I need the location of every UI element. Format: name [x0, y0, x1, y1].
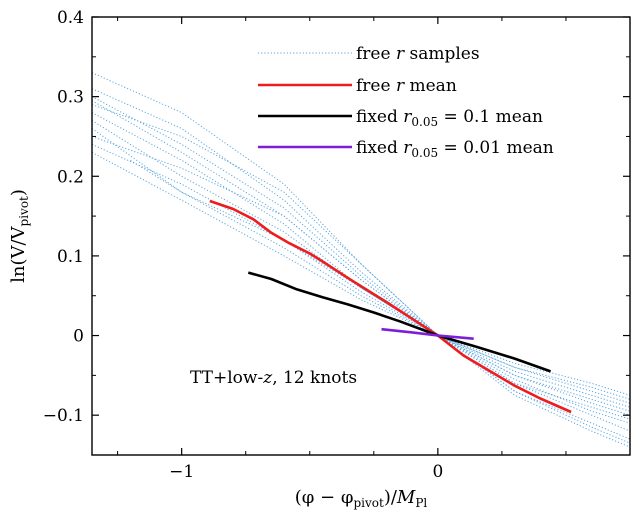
legend-label-3: fixed r0.05 = 0.1 mean: [356, 107, 543, 129]
legend-label-4: fixed r0.05 = 0.01 mean: [356, 138, 554, 160]
x-axis-label: (φ − φpivot)/MPl: [295, 487, 428, 510]
sample-line-5: [92, 112, 630, 416]
annotation: TT+low-z, 12 knots: [190, 368, 357, 388]
y-tick-label: 0.4: [57, 8, 84, 28]
legend: free r samples free r mean fixed r0.05 = 0…: [258, 44, 554, 160]
sample-line-10: [92, 151, 630, 396]
x-tick-label: 0: [432, 462, 443, 482]
series-line-1: [209, 199, 572, 414]
sample-line-12: [92, 100, 630, 424]
sample-line-2: [92, 88, 630, 444]
plot-frame: [91, 16, 631, 456]
x-tick-label: −1: [169, 462, 194, 482]
sample-line-8: [92, 143, 630, 404]
sample-line-3: [92, 96, 630, 432]
series-line-3: [381, 327, 474, 340]
sample-line-1: [92, 72, 630, 448]
legend-label-1: free r samples: [356, 44, 480, 64]
sample-line-4: [92, 104, 630, 440]
y-tick-label: 0.3: [57, 88, 84, 108]
y-axis-label: ln(V/Vpivot): [8, 189, 31, 283]
means-layer: [209, 199, 572, 414]
y-tick-label: 0: [73, 327, 84, 347]
y-tick-label: 0.1: [57, 247, 84, 267]
y-tick-label: −0.1: [43, 406, 84, 426]
ticks-layer: −1 0 −0.1 0 0.1 0.2 0.3 0.4: [43, 8, 631, 482]
series-line-2: [247, 271, 552, 373]
legend-label-2: free r mean: [356, 76, 457, 96]
samples-layer: [92, 72, 630, 448]
y-tick-label: 0.2: [57, 167, 84, 187]
